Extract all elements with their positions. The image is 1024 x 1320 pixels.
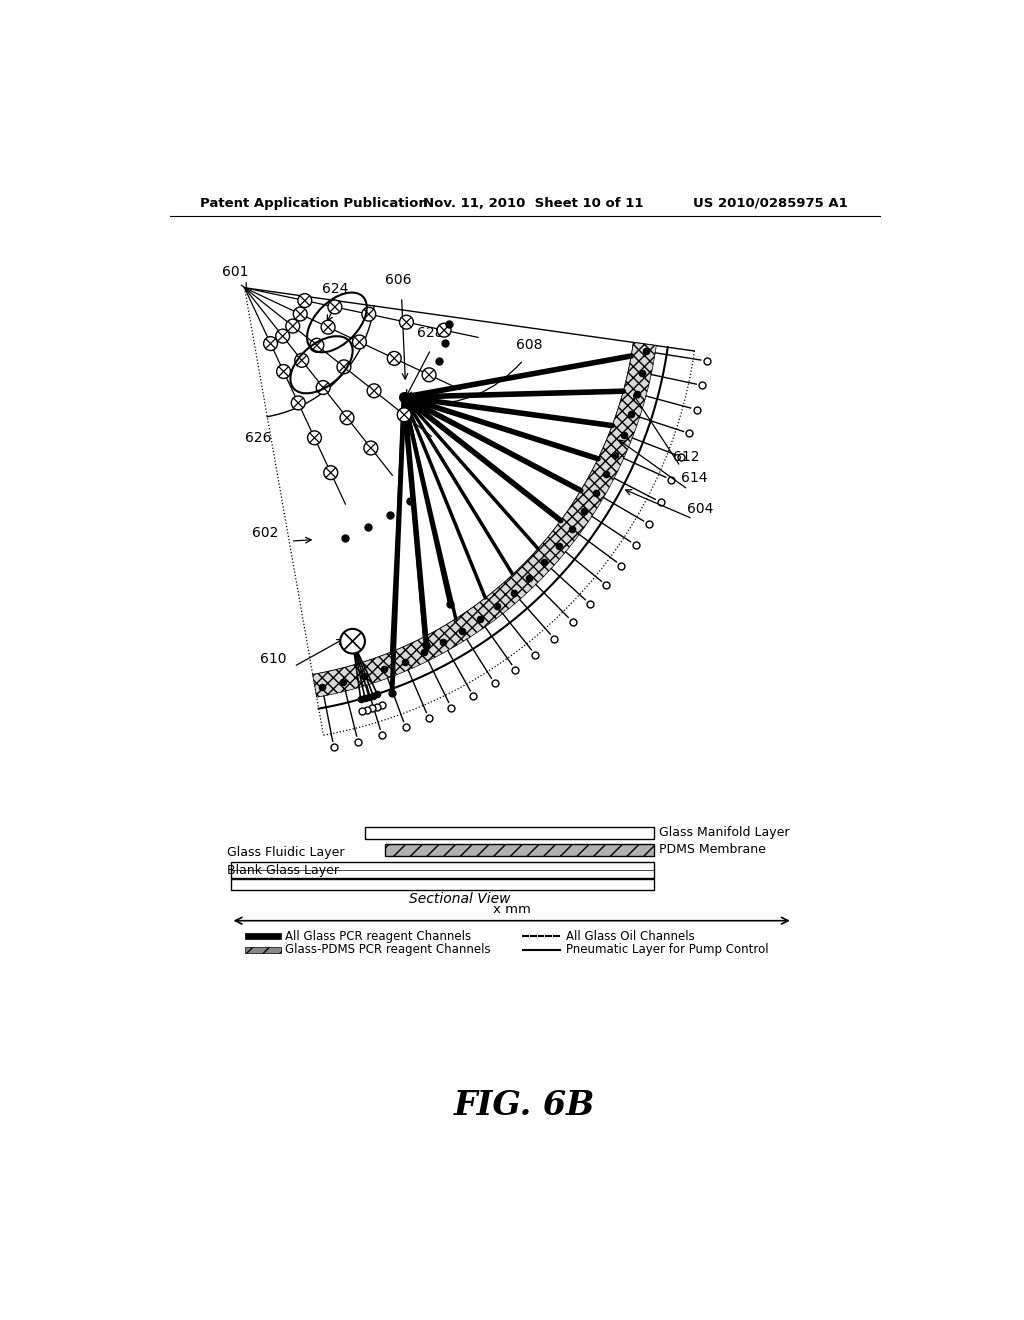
Text: All Glass PCR reagent Channels: All Glass PCR reagent Channels (286, 929, 471, 942)
Text: Blank Glass Layer: Blank Glass Layer (226, 863, 339, 876)
Circle shape (298, 293, 311, 308)
Circle shape (322, 321, 335, 334)
Text: Glass-PDMS PCR reagent Channels: Glass-PDMS PCR reagent Channels (286, 944, 490, 957)
Circle shape (340, 628, 365, 653)
Circle shape (295, 354, 308, 367)
Polygon shape (312, 342, 656, 697)
Text: All Glass Oil Channels: All Glass Oil Channels (565, 929, 694, 942)
Bar (366, 826, 654, 840)
Circle shape (361, 308, 376, 321)
Circle shape (263, 337, 278, 351)
Text: 602: 602 (252, 527, 279, 540)
Text: 628: 628 (417, 326, 443, 341)
Text: Glass Fluidic Layer: Glass Fluidic Layer (226, 846, 344, 859)
Text: US 2010/0285975 A1: US 2010/0285975 A1 (692, 197, 848, 210)
Circle shape (324, 466, 338, 479)
Text: Glass Manifold Layer: Glass Manifold Layer (658, 826, 790, 840)
Bar (230, 879, 654, 890)
Text: 612: 612 (674, 450, 700, 465)
Text: 608: 608 (515, 338, 542, 352)
Circle shape (276, 364, 291, 379)
Text: Nov. 11, 2010  Sheet 10 of 11: Nov. 11, 2010 Sheet 10 of 11 (423, 197, 644, 210)
Circle shape (286, 319, 300, 333)
Circle shape (340, 411, 354, 425)
Circle shape (328, 300, 342, 314)
Text: 601: 601 (222, 265, 249, 280)
Text: PDMS Membrane: PDMS Membrane (658, 843, 766, 857)
Circle shape (337, 360, 351, 374)
Circle shape (293, 308, 307, 321)
Circle shape (437, 323, 451, 337)
Bar (245, 933, 282, 940)
Text: Pneumatic Layer for Pump Control: Pneumatic Layer for Pump Control (565, 944, 768, 957)
Text: FIG. 6B: FIG. 6B (454, 1089, 596, 1122)
Circle shape (399, 315, 414, 329)
Circle shape (275, 329, 290, 343)
Circle shape (397, 408, 412, 421)
Circle shape (387, 351, 401, 366)
Circle shape (310, 338, 324, 352)
Text: 606: 606 (385, 273, 412, 286)
Text: Sectional View: Sectional View (409, 892, 510, 906)
Circle shape (364, 441, 378, 455)
Bar (385, 843, 654, 857)
Circle shape (368, 384, 381, 397)
Text: 610: 610 (260, 652, 287, 665)
Circle shape (316, 380, 330, 395)
Text: 626: 626 (245, 430, 271, 445)
Text: Patent Application Publication: Patent Application Publication (200, 197, 428, 210)
Circle shape (422, 368, 436, 381)
Circle shape (291, 396, 305, 409)
Circle shape (307, 430, 322, 445)
Circle shape (352, 335, 367, 348)
Bar (245, 946, 282, 953)
Text: 624: 624 (322, 282, 348, 296)
Text: x mm: x mm (493, 903, 530, 916)
Text: 604: 604 (687, 502, 714, 516)
Bar (230, 862, 654, 878)
Text: 614: 614 (681, 471, 708, 484)
